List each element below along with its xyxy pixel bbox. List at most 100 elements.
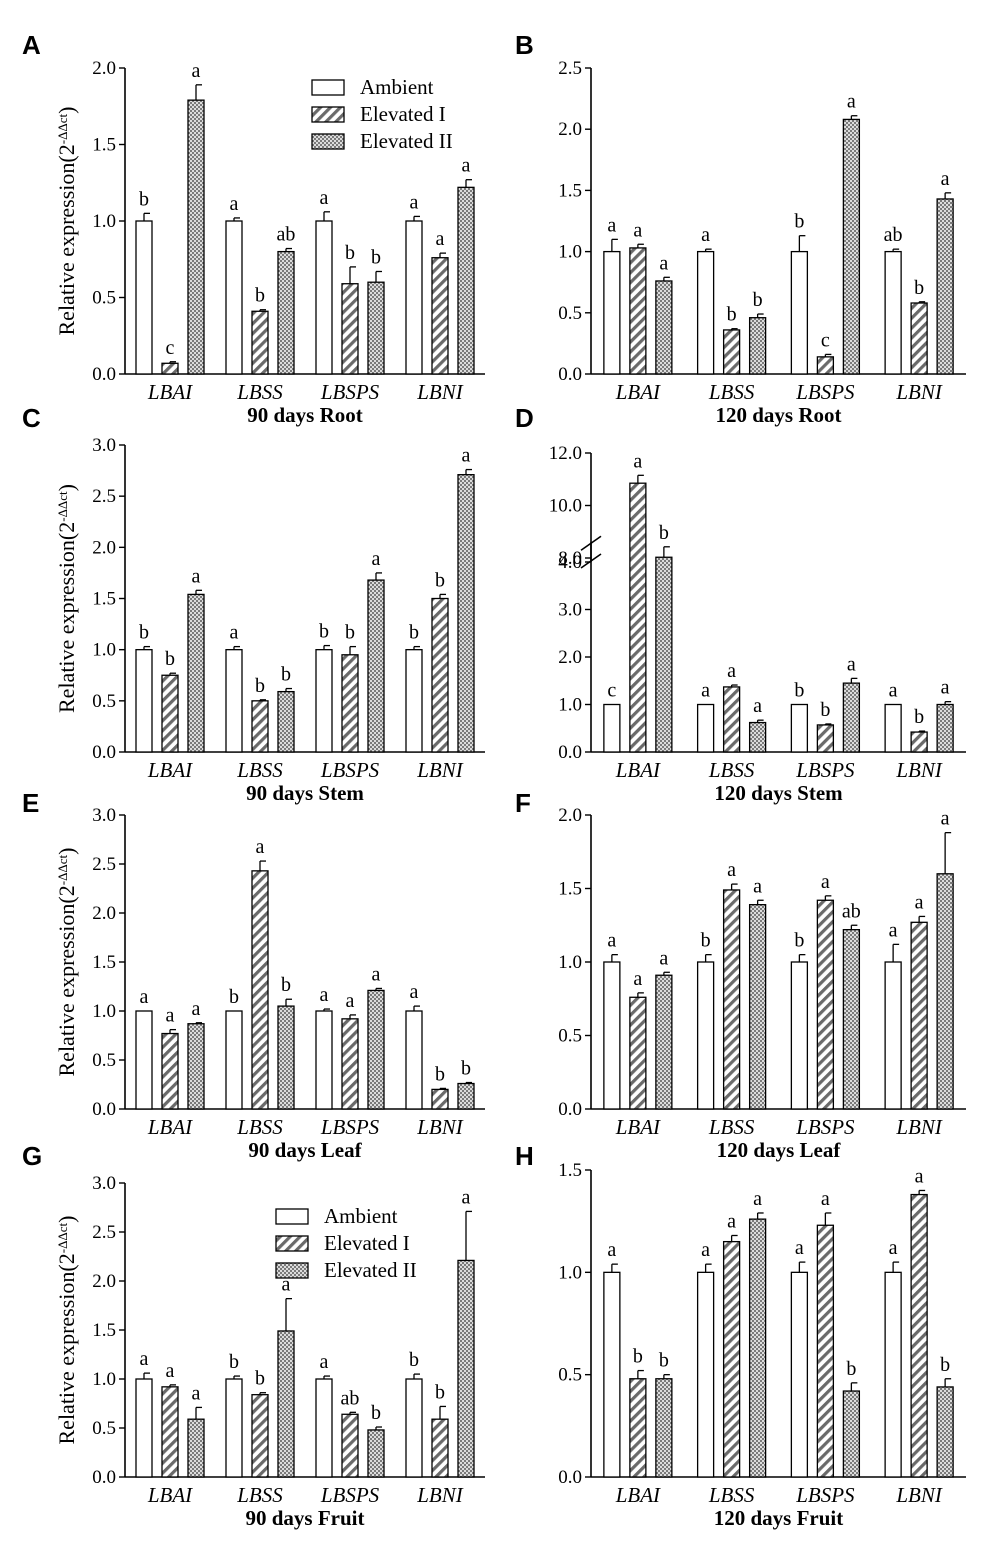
bar-elevated-ii-lbsps [842, 682, 861, 753]
significance-label: a [821, 1188, 830, 1210]
bar-ambient-lbni [884, 1271, 902, 1478]
bar-ambient-lbsps [315, 1010, 333, 1110]
y-tick-label: 1.0 [558, 1262, 582, 1283]
category-label-lbsps: LBSPS [320, 758, 380, 782]
legend-swatch [311, 106, 345, 123]
bar-elevated-ii-lbsps [367, 281, 385, 375]
significance-label: a [795, 1237, 804, 1259]
bar-elevated-ii-lbsps [367, 1429, 385, 1478]
bar-ambient-lbss [696, 250, 715, 375]
bar-ambient-lbni [884, 703, 902, 753]
bar-ambient-lbni [405, 649, 423, 753]
category-label-lbss: LBSS [236, 380, 283, 404]
legend-label: Ambient [324, 1204, 398, 1228]
significance-label: a [410, 191, 419, 213]
y-tick-label: 8.0 [558, 548, 582, 569]
bar-elevated-ii-lbai [187, 593, 205, 753]
significance-label: b [345, 242, 355, 264]
legend: Ambient Elevated I Elevated II [311, 75, 453, 153]
significance-label: a [915, 1165, 924, 1187]
significance-label: a [753, 875, 762, 897]
significance-label: b [820, 699, 830, 721]
bar-elevated-ii-lbni [936, 873, 954, 1110]
significance-label: a [166, 1360, 175, 1382]
bar-elevated-i-lbai [629, 482, 647, 753]
panel-title: 120 days Root [715, 403, 841, 427]
significance-label: a [230, 193, 239, 215]
category-label-lbai: LBAI [147, 1115, 193, 1139]
y-tick-label: 2.0 [92, 58, 116, 79]
y-tick-label: 2.5 [92, 1222, 116, 1243]
category-label-lbni: LBNI [416, 1483, 464, 1507]
significance-label: a [192, 1382, 201, 1404]
category-label-lbai: LBAI [147, 380, 193, 404]
category-label-lbsps: LBSPS [320, 380, 380, 404]
significance-label: a [320, 1351, 329, 1373]
significance-label: a [462, 155, 471, 177]
bar-elevated-ii-lbai [655, 280, 673, 375]
significance-label: a [889, 1237, 898, 1259]
bar-ambient-lbai [135, 1378, 153, 1478]
significance-label: a [889, 680, 898, 702]
category-label-lbss: LBSS [708, 1483, 755, 1507]
significance-label: b [435, 569, 445, 591]
bar-ambient-lbss [225, 220, 243, 375]
panel-f: F0.00.51.01.52.0aaaLBAIbaaLBSSbaabLBSPSa… [515, 788, 966, 1162]
bar-elevated-i-lbai [161, 362, 179, 375]
bar-ambient-lbsps [790, 961, 809, 1110]
significance-label: b [659, 522, 669, 544]
significance-label: a [372, 963, 381, 985]
bar-elevated-ii-lbsps [842, 929, 861, 1110]
significance-label: b [139, 188, 149, 210]
significance-label: a [915, 891, 924, 913]
panel-title: 90 days Fruit [245, 1506, 364, 1530]
bar-elevated-ii-lbss [748, 904, 767, 1110]
legend-label: Ambient [360, 75, 434, 99]
significance-label: b [633, 1346, 643, 1368]
panel-letter: A [22, 30, 41, 60]
y-tick-label: 0.0 [558, 1099, 582, 1120]
significance-label: a [633, 450, 642, 472]
bar-ambient-lbsps [315, 649, 333, 753]
bar-elevated-ii-lbni [457, 186, 475, 375]
significance-label: c [607, 680, 616, 702]
bar-elevated-ii-lbai [655, 556, 673, 753]
bar-ambient-lbai [135, 1010, 153, 1110]
y-tick-label: 2.5 [92, 486, 116, 507]
bar-elevated-ii-lbss [748, 1218, 767, 1478]
bar-elevated-i-lbni [431, 1088, 449, 1110]
y-tick-label: 3.0 [92, 1173, 116, 1194]
bar-elevated-i-lbsps [816, 1224, 835, 1478]
bar-elevated-ii-lbsps [842, 118, 861, 375]
category-label-lbai: LBAI [615, 1483, 661, 1507]
significance-label: a [701, 224, 710, 246]
axis-break-mark [580, 553, 602, 569]
y-tick-label: 3.0 [92, 805, 116, 826]
significance-label: b [255, 1368, 265, 1390]
bar-elevated-i-lbss [251, 870, 269, 1110]
y-tick-label: 2.0 [92, 903, 116, 924]
significance-label: a [633, 219, 642, 241]
category-label-lbai: LBAI [147, 758, 193, 782]
significance-label: ab [277, 224, 296, 246]
category-label-lbsps: LBSPS [795, 1115, 855, 1139]
legend-label: Elevated I [324, 1231, 410, 1255]
bar-elevated-ii-lbni [936, 703, 954, 753]
category-label-lbsps: LBSPS [795, 1483, 855, 1507]
category-label-lbni: LBNI [895, 1115, 943, 1139]
y-tick-label: 0.0 [558, 1467, 582, 1488]
category-label-lbss: LBSS [236, 758, 283, 782]
bar-ambient-lbss [225, 1378, 243, 1478]
y-tick-label: 1.0 [558, 695, 582, 716]
y-tick-label: 0.5 [558, 1026, 582, 1047]
significance-label: a [192, 998, 201, 1020]
significance-label: b [435, 1063, 445, 1085]
significance-label: b [139, 622, 149, 644]
significance-label: a [346, 990, 355, 1012]
bar-elevated-ii-lbni [936, 1386, 954, 1478]
significance-label: a [753, 695, 762, 717]
y-tick-label: 1.5 [558, 180, 582, 201]
bar-elevated-i-lbsps [816, 356, 835, 375]
legend: Ambient Elevated I Elevated II [275, 1204, 417, 1282]
